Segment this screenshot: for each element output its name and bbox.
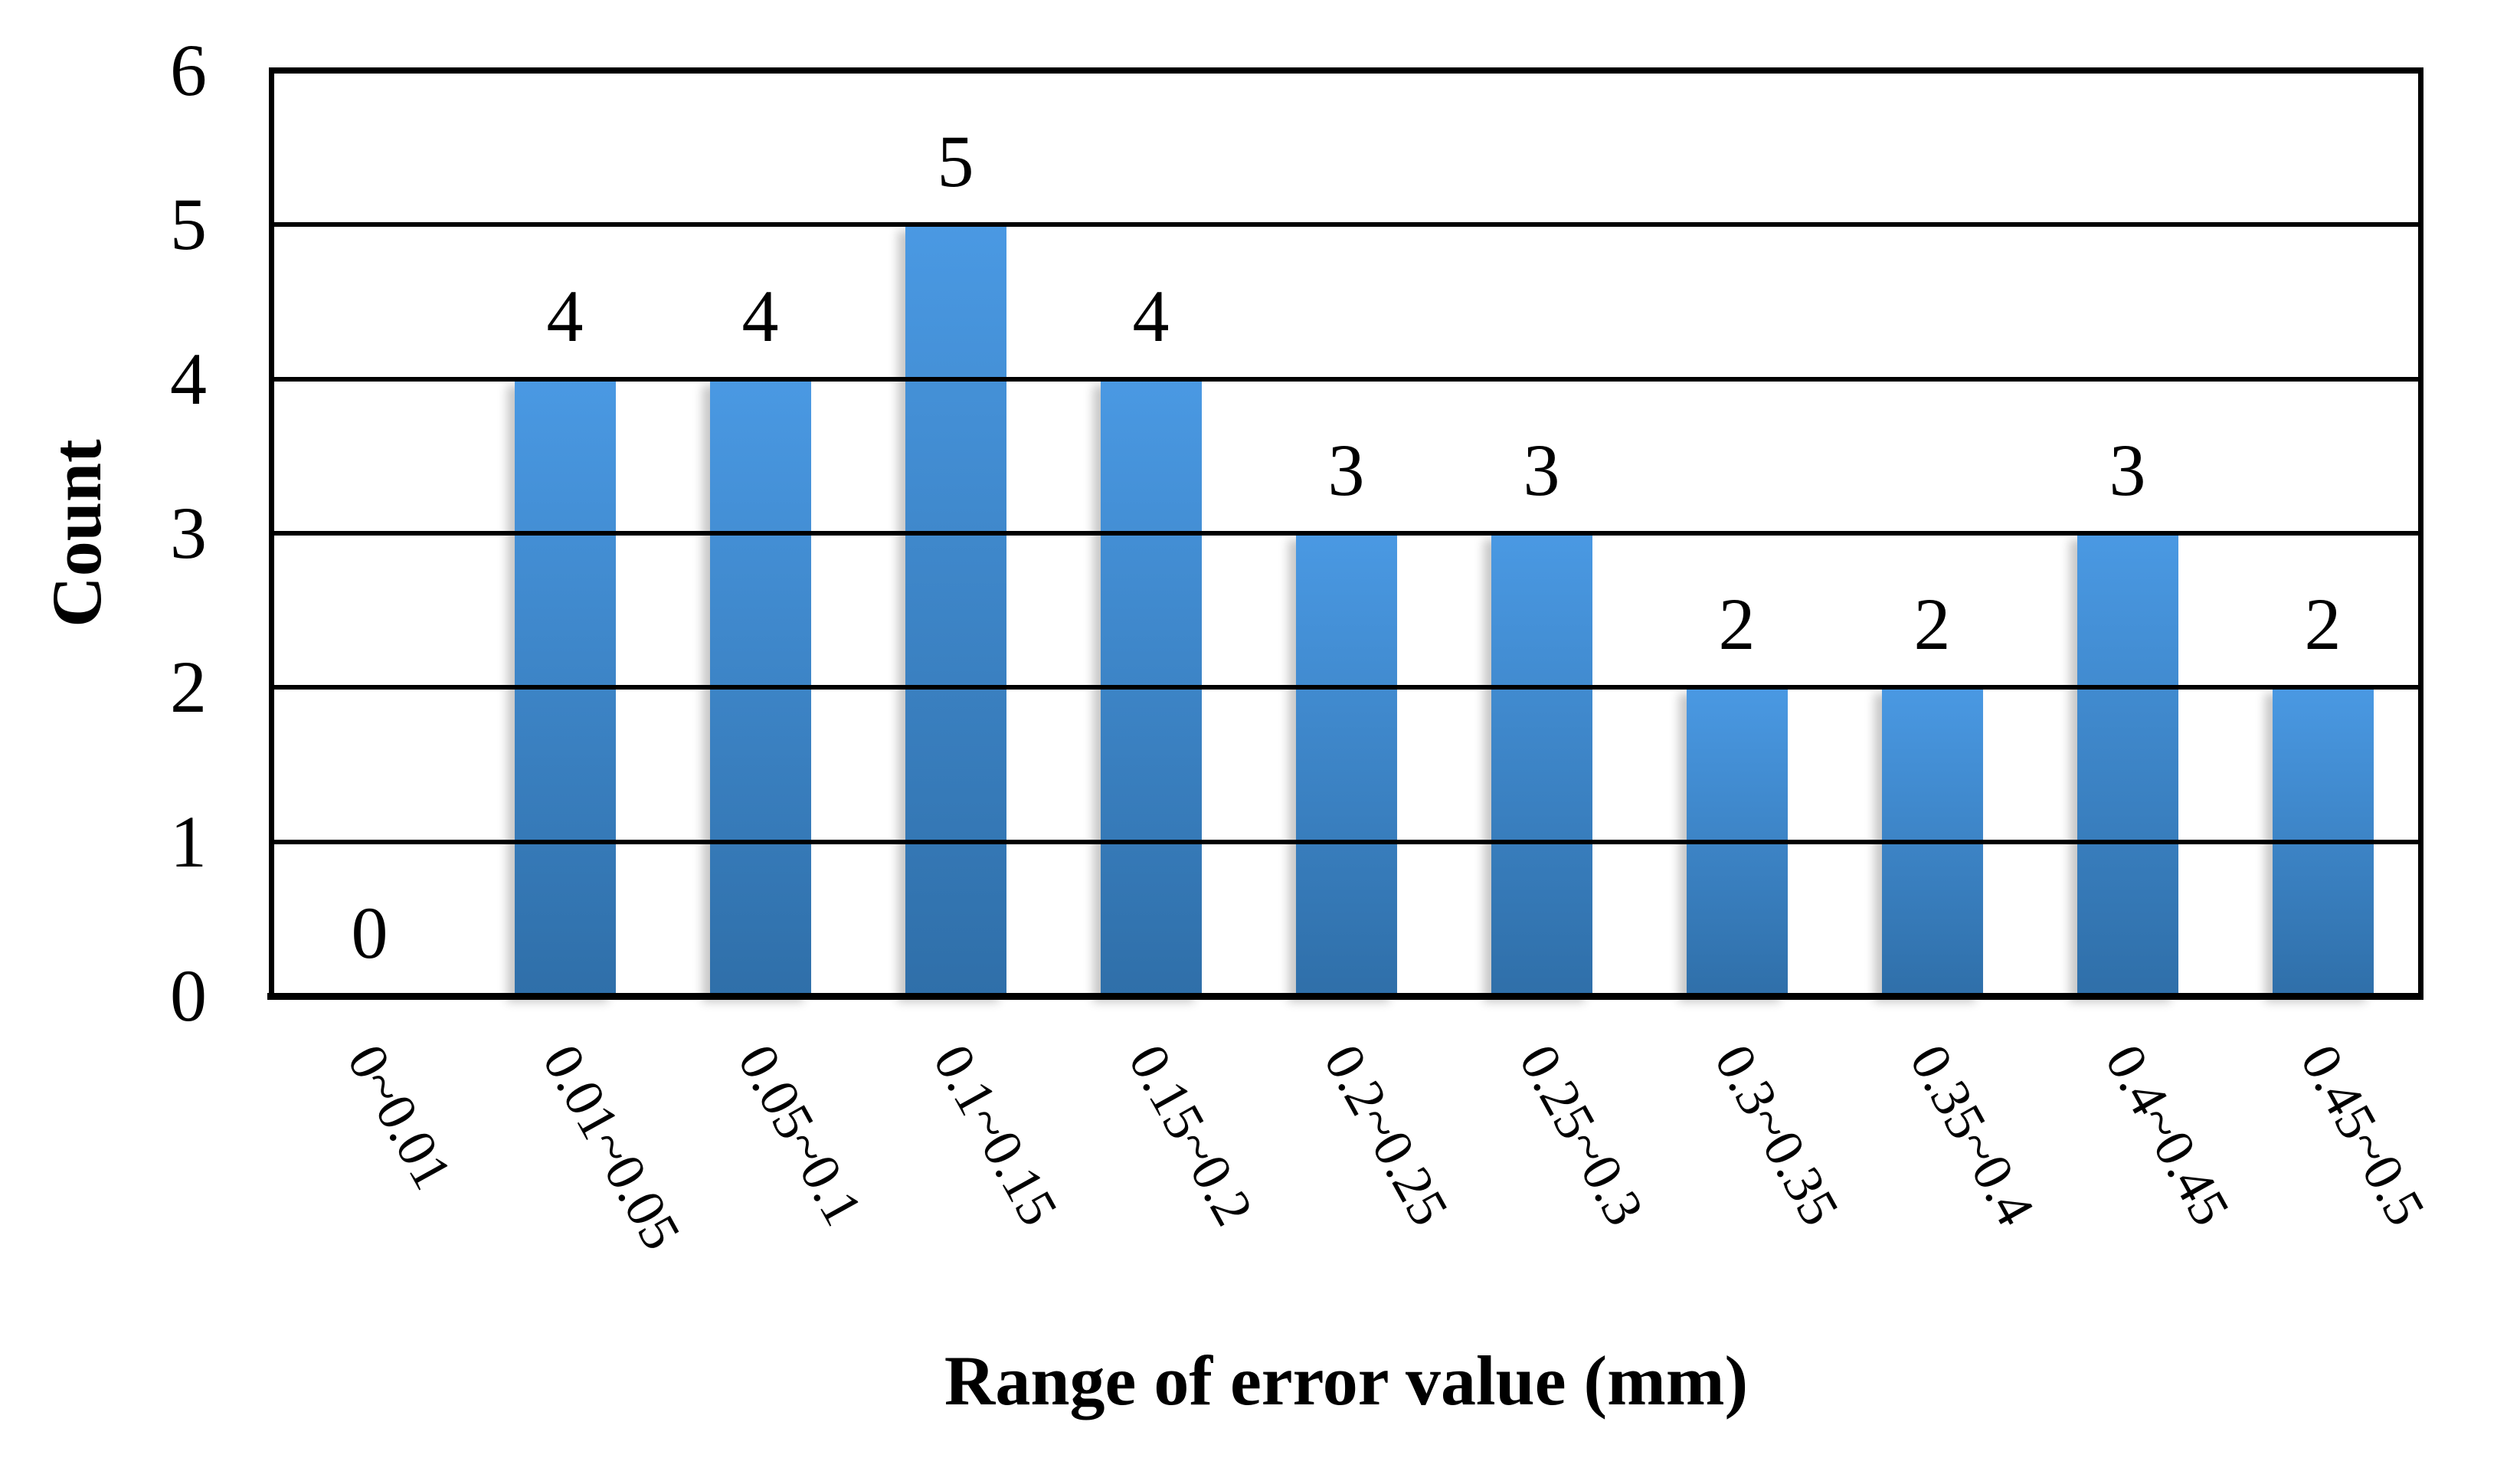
x-tick-label: 0.25~0.3 — [1507, 1034, 1656, 1236]
x-tick-label: 0.1~0.15 — [921, 1034, 1070, 1236]
y-tick-label: 1 — [170, 800, 207, 883]
y-tick-label: 0 — [170, 955, 207, 1037]
bar — [1295, 533, 1397, 996]
bar-value-label: 5 — [937, 120, 974, 203]
bar-value-label: 3 — [1523, 429, 1560, 511]
gridline — [272, 222, 2420, 228]
x-axis-title: Range of error value (mm) — [944, 1342, 1749, 1420]
plot-border-top — [269, 67, 2423, 74]
bar — [2077, 533, 2178, 996]
y-tick-label: 4 — [170, 337, 207, 420]
x-tick-label: 0.35~0.4 — [1897, 1034, 2047, 1236]
plot-border-right — [2418, 67, 2423, 999]
gridline — [272, 376, 2420, 382]
bar-value-label: 2 — [1913, 583, 1951, 666]
x-tick-label: 0.45~0.5 — [2288, 1034, 2437, 1236]
x-tick-label: 0.01~0.05 — [530, 1034, 692, 1260]
bar-value-label: 0 — [351, 892, 388, 974]
y-tick-label: 2 — [170, 646, 207, 729]
x-tick-label: 0.15~0.2 — [1116, 1034, 1265, 1236]
x-tick-label: 0.2~0.25 — [1311, 1034, 1461, 1236]
bar-value-label: 2 — [1718, 583, 1756, 666]
bar — [905, 224, 1006, 996]
bar-value-label: 4 — [741, 274, 779, 357]
x-tick-label: 0.05~0.1 — [725, 1034, 875, 1236]
bar-value-label: 4 — [546, 274, 584, 357]
y-tick-label: 5 — [170, 183, 207, 266]
plot-area — [267, 67, 2423, 1000]
bar-value-label: 4 — [1132, 274, 1170, 357]
x-tick-label: 0~0.01 — [335, 1034, 464, 1200]
bar-value-label: 3 — [1327, 429, 1365, 511]
bar-value-label: 3 — [2109, 429, 2146, 511]
y-axis-line — [269, 67, 274, 999]
x-tick-label: 0.4~0.45 — [2093, 1034, 2242, 1236]
gridline — [272, 839, 2420, 844]
gridline — [272, 531, 2420, 536]
y-tick-label: 6 — [170, 29, 207, 111]
gridline — [272, 685, 2420, 690]
y-tick-label: 3 — [170, 492, 207, 574]
x-axis-line — [267, 993, 2423, 1000]
bar-value-label: 2 — [2304, 583, 2342, 666]
x-tick-label: 0.3~0.35 — [1702, 1034, 1851, 1236]
bar — [1491, 533, 1592, 996]
